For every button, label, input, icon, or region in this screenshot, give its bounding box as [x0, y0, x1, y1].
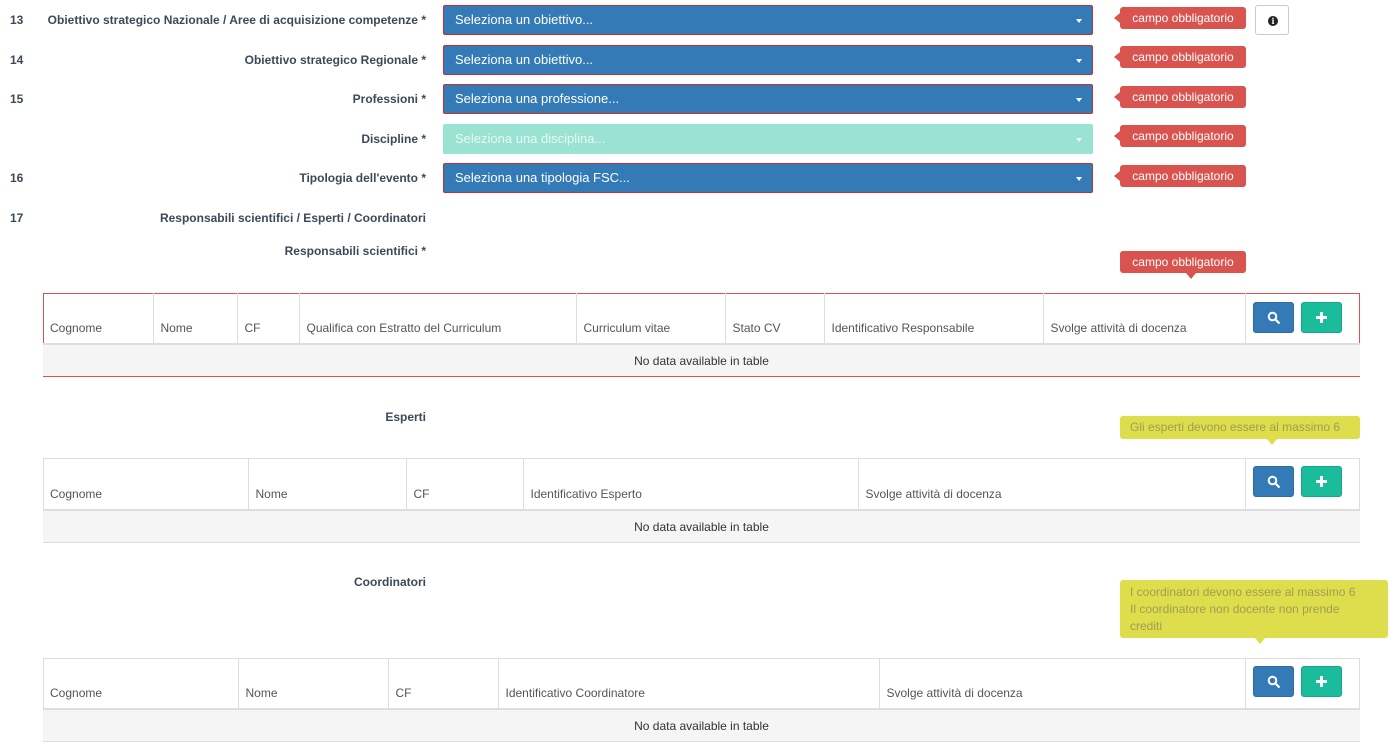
label-esperti: Esperti: [385, 410, 426, 424]
search-icon: [1267, 675, 1280, 688]
required-tooltip: campo obbligatorio: [1114, 86, 1246, 108]
column-header[interactable]: Svolge attività di docenza: [879, 658, 1246, 710]
coordinatori-table: Cognome Nome CF Identificativo Coordinat…: [43, 658, 1360, 741]
info-circle-icon: i: [1268, 16, 1278, 26]
select-placeholder: Seleziona una disciplina...: [455, 131, 606, 146]
plus-icon: [1316, 676, 1327, 687]
column-header[interactable]: Identificativo Coordinatore: [498, 658, 880, 710]
select-placeholder: Seleziona un obiettivo...: [455, 12, 594, 27]
label-obiettivo-nazionale: Obiettivo strategico Nazionale / Aree di…: [47, 13, 426, 27]
add-coordinatore-button[interactable]: [1301, 666, 1342, 697]
add-esperto-button[interactable]: [1301, 466, 1342, 497]
column-header[interactable]: CF: [388, 658, 499, 710]
required-tooltip: campo obbligatorio: [1114, 125, 1246, 147]
row-number-15: 15: [10, 92, 24, 106]
required-tooltip: campo obbligatorio: [1114, 165, 1246, 187]
column-header[interactable]: Curriculum vitae: [576, 293, 726, 345]
add-responsabile-button[interactable]: [1301, 302, 1342, 333]
row-number-14: 14: [10, 53, 24, 67]
column-header[interactable]: CF: [406, 458, 524, 511]
select-placeholder: Seleziona una tipologia FSC...: [455, 170, 630, 185]
plus-icon: [1316, 476, 1327, 487]
column-header[interactable]: Svolge attività di docenza: [1043, 293, 1246, 345]
search-esperto-button[interactable]: [1253, 466, 1294, 497]
caret-down-icon: [1076, 98, 1082, 102]
responsabili-table: Cognome Nome CF Qualifica con Estratto d…: [43, 293, 1360, 376]
label-responsabili-scientifici: Responsabili scientifici *: [284, 244, 426, 258]
required-tooltip: campo obbligatorio: [1114, 46, 1246, 68]
row-number-16: 16: [10, 171, 24, 185]
column-header[interactable]: Qualifica con Estratto del Curriculum: [299, 293, 577, 345]
select-tipologia-evento[interactable]: Seleziona una tipologia FSC...: [443, 163, 1093, 193]
plus-icon: [1316, 312, 1327, 323]
search-coordinatore-button[interactable]: [1253, 666, 1294, 697]
column-header[interactable]: Nome: [153, 293, 238, 345]
required-tooltip: campo obbligatorio: [1120, 251, 1246, 279]
column-header[interactable]: Svolge attività di docenza: [858, 458, 1246, 511]
select-professioni[interactable]: Seleziona una professione...: [443, 84, 1093, 114]
select-discipline[interactable]: Seleziona una disciplina...: [443, 124, 1093, 154]
label-obiettivo-regionale: Obiettivo strategico Regionale *: [244, 53, 426, 67]
column-header[interactable]: Nome: [248, 458, 407, 511]
esperti-table: Cognome Nome CF Identificativo Esperto S…: [43, 458, 1360, 542]
empty-table-message: No data available in table: [43, 709, 1360, 741]
column-header[interactable]: Cognome: [43, 293, 154, 345]
select-obiettivo-regionale[interactable]: Seleziona un obiettivo...: [443, 45, 1093, 75]
column-header[interactable]: Cognome: [43, 458, 249, 511]
caret-down-icon: [1076, 19, 1082, 23]
column-header[interactable]: Identificativo Responsabile: [824, 293, 1044, 345]
info-button[interactable]: i: [1255, 5, 1289, 35]
coordinatori-limit-tooltip: I coordinatori devono essere al massimo …: [1120, 580, 1388, 644]
row-number-17: 17: [10, 211, 24, 225]
label-tipologia-evento: Tipologia dell'evento *: [299, 171, 426, 185]
column-header[interactable]: Stato CV: [725, 293, 825, 345]
empty-table-message: No data available in table: [43, 510, 1360, 542]
column-header[interactable]: CF: [237, 293, 300, 345]
search-icon: [1267, 311, 1280, 324]
tooltip-line: I coordinatori devono essere al massimo …: [1130, 585, 1356, 599]
label-discipline: Discipline *: [361, 132, 426, 146]
section-title-responsabili-esperti-coordinatori: Responsabili scientifici / Esperti / Coo…: [159, 211, 426, 225]
column-header[interactable]: Nome: [238, 658, 389, 710]
empty-table-message: No data available in table: [43, 344, 1360, 376]
column-header[interactable]: Cognome: [43, 658, 239, 710]
esperti-limit-tooltip: Gli esperti devono essere al massimo 6: [1120, 416, 1360, 445]
caret-down-icon: [1076, 138, 1082, 142]
search-icon: [1267, 475, 1280, 488]
required-tooltip: campo obbligatorio: [1114, 7, 1246, 29]
caret-down-icon: [1076, 59, 1082, 63]
column-header[interactable]: Identificativo Esperto: [523, 458, 859, 511]
tooltip-line: crediti: [1130, 619, 1163, 633]
label-professioni: Professioni *: [352, 92, 426, 106]
label-coordinatori: Coordinatori: [354, 575, 426, 589]
tooltip-line: Il coordinatore non docente non prende: [1130, 602, 1340, 616]
search-responsabile-button[interactable]: [1253, 302, 1294, 333]
caret-down-icon: [1076, 177, 1082, 181]
select-placeholder: Seleziona una professione...: [455, 91, 620, 106]
row-number-13: 13: [10, 13, 24, 27]
select-placeholder: Seleziona un obiettivo...: [455, 52, 594, 67]
select-obiettivo-nazionale[interactable]: Seleziona un obiettivo...: [443, 5, 1093, 35]
